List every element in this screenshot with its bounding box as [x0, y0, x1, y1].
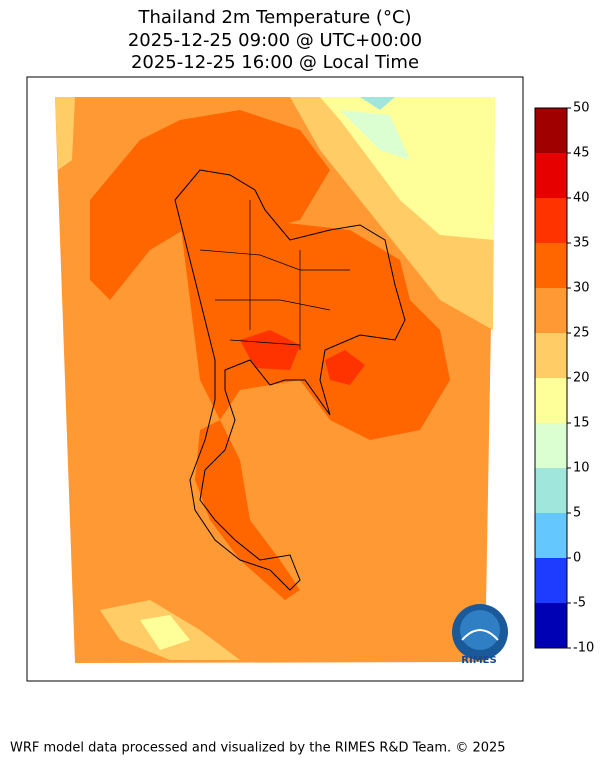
- title-line: 2025-12-25 09:00 @ UTC+00:00: [128, 30, 422, 51]
- colorbar-segment: [535, 108, 567, 153]
- colorbar-segment: [535, 558, 567, 603]
- title-line: Thailand 2m Temperature (°C): [137, 7, 411, 28]
- footer: WRF model data processed and visualized …: [10, 741, 506, 756]
- colorbar-tick-label: 10: [573, 461, 590, 476]
- colorbar-segment: [535, 378, 567, 423]
- colorbar-tick-label: 20: [573, 371, 590, 386]
- colorbar-segment: [535, 333, 567, 378]
- title-line: 2025-12-25 16:00 @ Local Time: [131, 52, 419, 73]
- colorbar-tick-label: 45: [573, 146, 590, 161]
- colorbar-tick-label: 25: [573, 326, 590, 341]
- colorbar-tick-label: 30: [573, 281, 590, 296]
- colorbar-segment: [535, 198, 567, 243]
- colorbar-segment: [535, 603, 567, 648]
- colorbar-tick-label: -5: [573, 596, 586, 611]
- colorbar-tick-label: 5: [573, 506, 581, 521]
- colorbar-tick-label: 35: [573, 236, 590, 251]
- colorbar-segment: [535, 468, 567, 513]
- colorbar-segment: [535, 513, 567, 558]
- colorbar-tick-label: 0: [573, 551, 581, 566]
- logo-text: RIMES: [461, 655, 496, 666]
- colorbar-segment: [535, 243, 567, 288]
- colorbar-segment: [535, 288, 567, 333]
- map: RIMES: [26, 76, 524, 682]
- colorbar-segment: [535, 423, 567, 468]
- colorbar-segment: [535, 153, 567, 198]
- colorbar-tick-label: 15: [573, 416, 590, 431]
- colorbar-tick-label: 40: [573, 191, 590, 206]
- colorbar: -10 -5 0 5 10 15 20 25 30 35 40 45 50: [534, 101, 594, 656]
- colorbar-tick-label: -10: [573, 641, 594, 656]
- colorbar-tick-label: 50: [573, 101, 590, 116]
